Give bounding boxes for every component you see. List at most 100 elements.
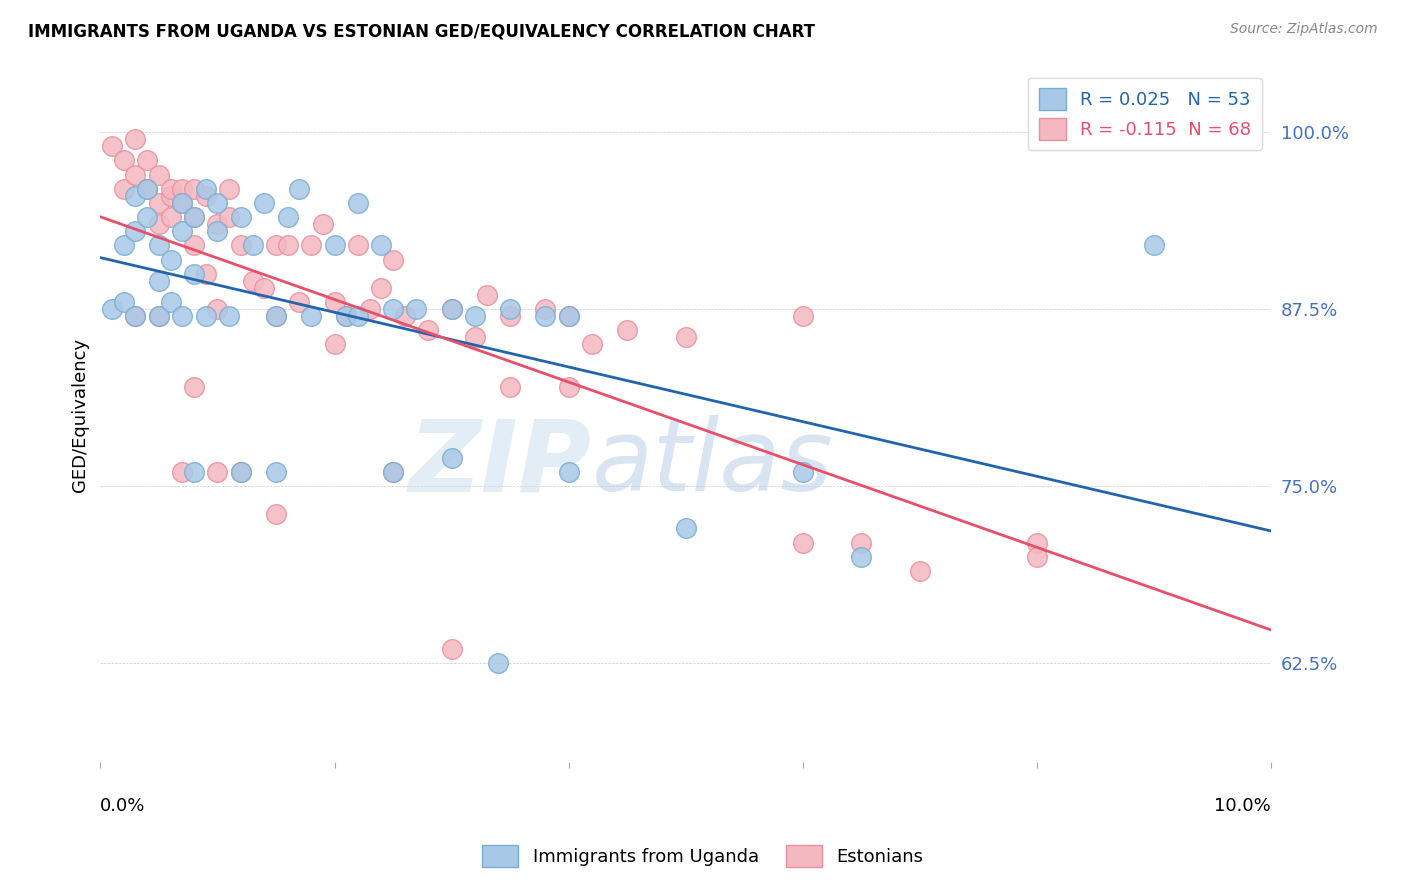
Text: ZIP: ZIP	[409, 415, 592, 512]
Point	[499, 301, 522, 316]
Point	[323, 337, 346, 351]
Point	[347, 196, 370, 211]
Point	[418, 323, 440, 337]
Point	[148, 274, 170, 288]
Point	[475, 288, 498, 302]
Point	[172, 182, 194, 196]
Point	[159, 252, 181, 267]
Point	[101, 301, 124, 316]
Point	[288, 295, 311, 310]
Point	[183, 210, 205, 224]
Point	[136, 182, 159, 196]
Text: Source: ZipAtlas.com: Source: ZipAtlas.com	[1230, 22, 1378, 37]
Point	[277, 238, 299, 252]
Point	[299, 238, 322, 252]
Point	[264, 238, 287, 252]
Point	[159, 295, 181, 310]
Point	[124, 309, 146, 323]
Point	[264, 309, 287, 323]
Point	[335, 309, 357, 323]
Point	[207, 196, 229, 211]
Point	[194, 189, 217, 203]
Point	[183, 267, 205, 281]
Point	[124, 132, 146, 146]
Point	[112, 153, 135, 168]
Point	[323, 295, 346, 310]
Point	[172, 196, 194, 211]
Point	[194, 309, 217, 323]
Point	[359, 301, 381, 316]
Point	[183, 182, 205, 196]
Point	[792, 309, 814, 323]
Point	[136, 210, 159, 224]
Text: atlas: atlas	[592, 415, 834, 512]
Text: 0.0%: 0.0%	[100, 797, 146, 814]
Point	[335, 309, 357, 323]
Point	[253, 196, 276, 211]
Point	[1026, 535, 1049, 549]
Point	[183, 465, 205, 479]
Point	[183, 238, 205, 252]
Point	[557, 309, 579, 323]
Point	[207, 465, 229, 479]
Point	[394, 309, 416, 323]
Point	[229, 210, 252, 224]
Point	[264, 507, 287, 521]
Point	[440, 301, 463, 316]
Point	[347, 309, 370, 323]
Point	[242, 238, 264, 252]
Point	[534, 301, 557, 316]
Point	[851, 535, 873, 549]
Point	[112, 182, 135, 196]
Point	[382, 301, 405, 316]
Point	[112, 295, 135, 310]
Point	[486, 656, 509, 670]
Point	[405, 301, 427, 316]
Point	[229, 238, 252, 252]
Point	[557, 380, 579, 394]
Point	[242, 274, 264, 288]
Point	[382, 465, 405, 479]
Legend: Immigrants from Uganda, Estonians: Immigrants from Uganda, Estonians	[475, 838, 931, 874]
Point	[440, 450, 463, 465]
Point	[440, 301, 463, 316]
Point	[124, 309, 146, 323]
Point	[183, 380, 205, 394]
Point	[499, 380, 522, 394]
Point	[148, 196, 170, 211]
Point	[124, 224, 146, 238]
Point	[908, 564, 931, 578]
Point	[172, 309, 194, 323]
Point	[323, 238, 346, 252]
Point	[207, 301, 229, 316]
Point	[253, 281, 276, 295]
Point	[792, 465, 814, 479]
Point	[124, 189, 146, 203]
Point	[148, 238, 170, 252]
Point	[370, 281, 392, 295]
Point	[136, 182, 159, 196]
Point	[218, 210, 240, 224]
Point	[557, 309, 579, 323]
Point	[851, 549, 873, 564]
Point	[370, 238, 392, 252]
Point	[557, 465, 579, 479]
Point	[440, 641, 463, 656]
Point	[148, 217, 170, 231]
Point	[148, 309, 170, 323]
Point	[172, 196, 194, 211]
Point	[218, 309, 240, 323]
Point	[299, 309, 322, 323]
Point	[159, 210, 181, 224]
Point	[277, 210, 299, 224]
Point	[675, 330, 697, 344]
Point	[382, 465, 405, 479]
Text: 10.0%: 10.0%	[1215, 797, 1271, 814]
Point	[194, 267, 217, 281]
Point	[464, 309, 486, 323]
Legend: R = 0.025   N = 53, R = -0.115  N = 68: R = 0.025 N = 53, R = -0.115 N = 68	[1028, 78, 1263, 151]
Point	[534, 309, 557, 323]
Point	[264, 309, 287, 323]
Point	[148, 168, 170, 182]
Point	[1143, 238, 1166, 252]
